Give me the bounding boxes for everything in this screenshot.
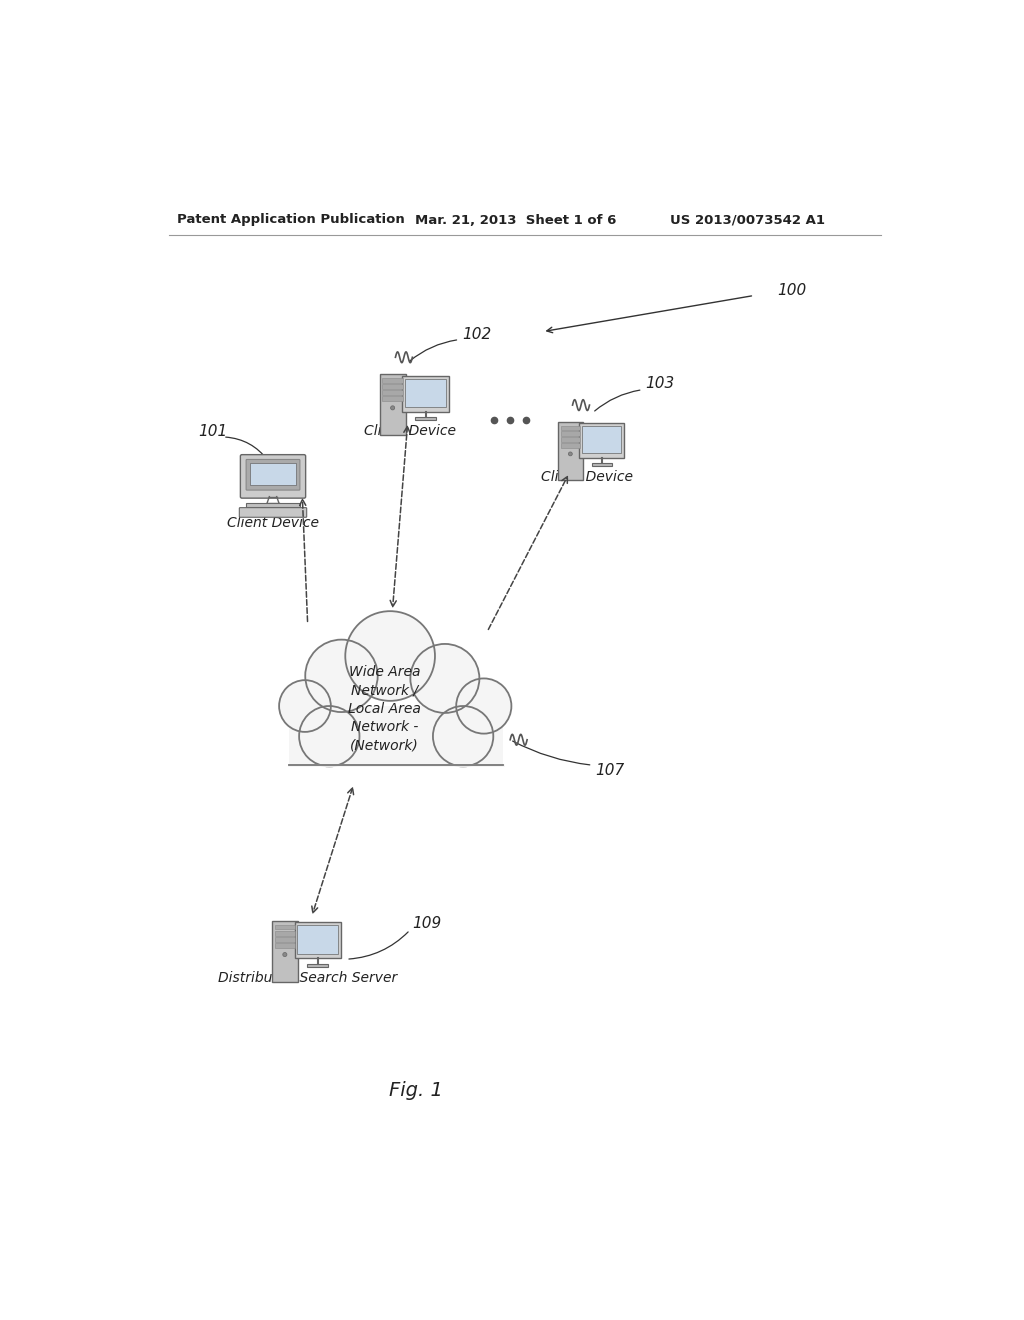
- Circle shape: [457, 678, 511, 734]
- Bar: [402, 376, 449, 412]
- Text: Client Device: Client Device: [365, 424, 456, 438]
- Bar: [560, 437, 580, 442]
- FancyBboxPatch shape: [246, 459, 300, 490]
- Bar: [382, 396, 403, 401]
- Circle shape: [568, 451, 572, 455]
- Bar: [274, 931, 295, 936]
- FancyBboxPatch shape: [241, 454, 305, 498]
- Bar: [246, 503, 300, 507]
- Text: 107: 107: [596, 763, 625, 777]
- Bar: [582, 426, 621, 454]
- Circle shape: [411, 644, 479, 713]
- Bar: [307, 964, 329, 968]
- Text: US 2013/0073542 A1: US 2013/0073542 A1: [670, 214, 824, 227]
- Circle shape: [283, 953, 287, 957]
- Text: 100: 100: [777, 284, 807, 298]
- Bar: [382, 378, 403, 383]
- Bar: [380, 375, 406, 436]
- Bar: [272, 921, 298, 982]
- Text: 109: 109: [413, 916, 441, 932]
- Text: Client Device: Client Device: [541, 470, 633, 483]
- Bar: [274, 924, 295, 929]
- Text: Fig. 1: Fig. 1: [388, 1081, 442, 1100]
- Circle shape: [280, 680, 331, 731]
- Bar: [560, 432, 580, 436]
- Bar: [382, 384, 403, 389]
- Bar: [560, 444, 580, 447]
- Bar: [580, 424, 624, 458]
- Bar: [558, 422, 583, 480]
- Text: 102: 102: [463, 326, 492, 342]
- Bar: [295, 923, 341, 958]
- Text: Mar. 21, 2013  Sheet 1 of 6: Mar. 21, 2013 Sheet 1 of 6: [416, 214, 616, 227]
- Bar: [592, 463, 611, 466]
- FancyBboxPatch shape: [289, 706, 503, 764]
- Text: 101: 101: [199, 424, 227, 440]
- Bar: [250, 462, 296, 484]
- Text: Client Device: Client Device: [227, 516, 319, 531]
- FancyBboxPatch shape: [240, 508, 307, 517]
- Bar: [382, 391, 403, 395]
- Text: 103: 103: [646, 376, 675, 391]
- Bar: [560, 425, 580, 430]
- Circle shape: [390, 405, 394, 411]
- Circle shape: [345, 611, 435, 701]
- Text: Patent Application Publication: Patent Application Publication: [177, 214, 404, 227]
- Text: Distributed Search Server: Distributed Search Server: [218, 972, 397, 985]
- Text: Wide Area
Network /
Local Area
Network -
(Network): Wide Area Network / Local Area Network -…: [348, 665, 421, 752]
- Circle shape: [305, 640, 378, 711]
- Circle shape: [299, 706, 359, 767]
- Bar: [415, 417, 436, 421]
- Circle shape: [433, 706, 494, 767]
- Bar: [274, 937, 295, 941]
- Bar: [406, 379, 446, 408]
- Bar: [274, 942, 295, 948]
- Bar: [297, 925, 338, 954]
